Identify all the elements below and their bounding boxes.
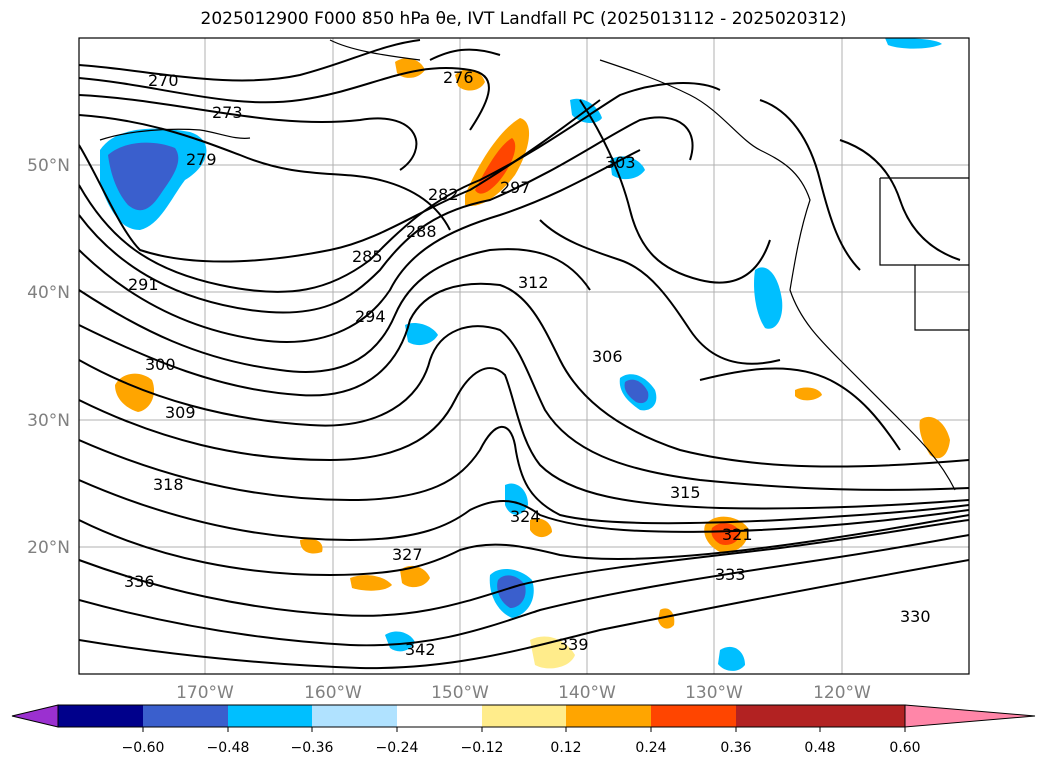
colorbar-tick-label: −0.24 [376,740,419,756]
contour-label-339: 339 [558,635,589,654]
colorbar-tick-label: −0.48 [207,740,250,756]
lon-label-150w: 150°W [431,683,489,703]
contour-label-300: 300 [145,355,176,374]
colorbar-arrow-right [904,704,1036,728]
colorbar-tick-label: −0.60 [122,740,165,756]
contour-label-309: 309 [165,403,196,422]
colorbar-segment [736,705,820,727]
contour-label-333: 333 [715,565,746,584]
contour-label-273: 273 [212,103,243,122]
contour-label-288: 288 [406,222,437,241]
contour-label-306: 306 [592,347,623,366]
colorbar-segment [228,705,312,727]
shaded-fields [100,38,950,671]
contour-label-285: 285 [352,247,383,266]
map-title: 2025012900 F000 850 hPa θe, IVT Landfall… [200,9,847,29]
contour-label-318: 318 [153,475,184,494]
map-frame [78,37,970,675]
contour-label-279: 279 [186,150,217,169]
colorbar-segment [566,705,651,727]
colorbar-segment [312,705,397,727]
colorbar-segment [58,705,143,727]
lat-label-30n: 30°N [27,411,70,431]
lon-labels: 170°W 160°W 150°W 140°W 130°W 120°W [176,683,871,703]
contour-label-276: 276 [443,68,474,87]
lon-label-170w: 170°W [176,683,234,703]
contour-label-342: 342 [405,640,436,659]
lon-label-140w: 140°W [558,683,616,703]
contour-label-336: 336 [124,572,155,591]
lon-label-130w: 130°W [685,683,743,703]
contour-label-291: 291 [128,275,159,294]
lat-label-20n: 20°N [27,538,70,558]
coastlines [99,39,969,491]
lat-label-40n: 40°N [27,283,70,303]
theta-e-contours [79,39,969,670]
contour-label-282: 282 [428,185,459,204]
colorbar-tick-label: −0.36 [291,740,334,756]
contour-label-327: 327 [392,545,423,564]
lat-labels: 50°N 40°N 30°N 20°N [27,156,70,558]
colorbar-arrow-left [11,704,59,728]
lat-label-50n: 50°N [27,156,70,176]
colorbar-segment [397,705,482,727]
colorbar-segment [482,705,566,727]
contour-label-330: 330 [900,607,931,626]
colorbar-segment [651,705,736,727]
colorbar-tick-label: 0.24 [635,740,666,756]
colorbar-tick-label: 0.36 [720,740,751,756]
contour-label-294: 294 [355,307,386,326]
contour-label-321: 321 [722,525,753,544]
contour-label-312: 312 [518,273,549,292]
colorbar-tick-label: −0.12 [461,740,504,756]
colorbar-ticks [142,727,906,732]
colorbar-tick-label: 0.48 [804,740,835,756]
contour-labels: 270 273 276 279 282 285 288 291 294 297 … [124,68,931,659]
lon-label-160w: 160°W [304,683,362,703]
colorbar-segment [820,705,905,727]
contour-label-270: 270 [148,71,179,90]
contour-label-303: 303 [605,153,636,172]
contour-label-297: 297 [500,178,531,197]
lon-label-120w: 120°W [813,683,871,703]
colorbar: −0.60 −0.48 −0.36 −0.24 −0.12 0.12 0.24 … [11,704,1036,756]
colorbar-tick-label: 0.60 [889,740,920,756]
contour-label-324: 324 [510,507,541,526]
contour-label-315: 315 [670,483,701,502]
colorbar-segment [143,705,228,727]
colorbar-tick-label: 0.12 [550,740,581,756]
gridlines [79,38,969,674]
